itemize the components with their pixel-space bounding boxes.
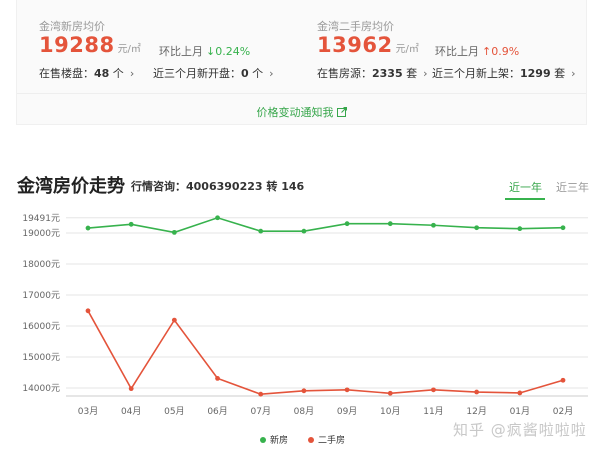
- y-tick-label: 18000元: [22, 260, 60, 270]
- mom-change-up-value: ↑0.9%: [482, 45, 520, 58]
- data-point: [517, 390, 523, 396]
- data-point: [171, 229, 177, 235]
- x-tick-label: 08月: [294, 406, 314, 417]
- data-point: [474, 225, 480, 231]
- data-point: [85, 308, 91, 314]
- hotline-number: 4006390223 转 146: [186, 180, 305, 193]
- chevron-right-icon: ›: [269, 67, 274, 80]
- y-tick-label: 17000元: [22, 291, 60, 301]
- new-open-count: 0: [241, 67, 249, 80]
- second-house-price-value: 13962: [317, 33, 393, 57]
- x-tick-label: 10月: [380, 406, 400, 417]
- legend-marker: [308, 437, 314, 443]
- data-point: [85, 225, 91, 231]
- section-title: 金湾房价走势: [17, 176, 125, 197]
- data-point: [344, 387, 350, 393]
- second-house-mom-change: 环比上月 ↑0.9%: [435, 43, 519, 59]
- chevron-right-icon: ›: [129, 67, 135, 80]
- data-point: [431, 222, 436, 228]
- new-list-count: 1299: [520, 67, 551, 80]
- x-tick-label: 01月: [510, 406, 530, 417]
- data-point: [128, 221, 134, 227]
- new-house-price-value: 19288: [39, 33, 115, 57]
- price-change-notify-link[interactable]: 价格变动通知我: [17, 104, 586, 120]
- data-point: [215, 375, 220, 381]
- hotline: 行情咨询：4006390223 转 146: [131, 180, 305, 193]
- onsale-count: 2335: [372, 67, 403, 80]
- data-point: [258, 228, 264, 234]
- x-tick-label: 09月: [337, 406, 357, 417]
- mom-change-label: 环比上月: [159, 45, 203, 58]
- x-tick-label: 07月: [251, 406, 271, 417]
- y-tick-label: 19491元: [22, 214, 60, 224]
- legend-label: 新房: [270, 434, 288, 446]
- x-tick-label: 12月: [466, 406, 486, 417]
- data-point: [474, 389, 480, 395]
- watermark: 知乎 @疯酱啦啦啦: [453, 421, 587, 439]
- new-house-mom-change: 环比上月 ↓0.24%: [159, 43, 250, 59]
- tab-three-years[interactable]: 近三年: [556, 181, 589, 194]
- chevron-right-icon: ›: [571, 67, 576, 80]
- second-house-price-unit: 元/㎡: [395, 44, 419, 55]
- second-house-onsale-link[interactable]: 在售房源：2335 套 ›: [317, 67, 428, 80]
- x-tick-label: 03月: [78, 406, 98, 417]
- data-point: [560, 377, 566, 383]
- data-point: [171, 317, 177, 323]
- new-house-price-unit: 元/㎡: [117, 44, 141, 55]
- y-tick-label: 19000元: [22, 229, 60, 239]
- card-divider: [17, 93, 586, 94]
- data-point: [128, 386, 134, 392]
- mom-change-label: 环比上月: [435, 45, 479, 58]
- tab-one-year[interactable]: 近一年: [509, 181, 542, 194]
- second-house-avg-label: 金湾二手房均价: [317, 20, 394, 33]
- x-tick-label: 11月: [423, 406, 443, 417]
- x-tick-label: 02月: [553, 406, 573, 417]
- new-house-onsale-link[interactable]: 在售楼盘：48 个 ›: [39, 67, 135, 80]
- second-house-price: 13962 元/㎡: [317, 33, 419, 57]
- x-tick-label: 05月: [164, 406, 184, 417]
- x-tick-label: 04月: [121, 406, 141, 417]
- data-point: [431, 387, 436, 393]
- onsale-count: 48: [94, 67, 110, 80]
- data-point: [215, 215, 220, 221]
- data-point: [387, 390, 393, 396]
- chevron-right-icon: ›: [423, 67, 428, 80]
- data-point: [258, 391, 264, 397]
- data-point: [560, 225, 566, 231]
- mom-change-down-value: ↓0.24%: [206, 45, 251, 58]
- series-line-new-house: [87, 216, 564, 234]
- price-summary-card: 金湾新房均价 19288 元/㎡ 环比上月 ↓0.24% 在售楼盘：48 个 › 近三…: [16, 0, 587, 125]
- data-point: [301, 228, 307, 234]
- x-tick-label: 06月: [207, 406, 227, 417]
- data-point: [301, 388, 307, 394]
- new-house-new-open-link[interactable]: 近三个月新开盘：0 个 ›: [153, 67, 274, 80]
- arrow-down-icon: ↓: [206, 45, 216, 58]
- y-tick-label: 16000元: [22, 322, 60, 332]
- second-house-new-list-link[interactable]: 近三个月新上架：1299 套 ›: [432, 67, 576, 80]
- data-point: [387, 221, 393, 227]
- y-tick-label: 15000元: [22, 353, 60, 363]
- new-house-avg-label: 金湾新房均价: [39, 20, 105, 33]
- arrow-up-icon: ↑: [482, 45, 492, 58]
- external-link-icon: [336, 107, 347, 117]
- legend-marker: [260, 437, 266, 443]
- y-tick-label: 14000元: [22, 384, 60, 394]
- series-line-second-house: [87, 310, 564, 396]
- legend-label: 二手房: [318, 434, 345, 446]
- new-house-price: 19288 元/㎡: [39, 33, 141, 57]
- active-tab-indicator: [505, 198, 545, 200]
- price-trend-chart: 14000元 15000元 16000元 17000元 18000元 19000元 1949…: [22, 214, 588, 446]
- data-point: [517, 226, 523, 232]
- data-point: [344, 221, 350, 227]
